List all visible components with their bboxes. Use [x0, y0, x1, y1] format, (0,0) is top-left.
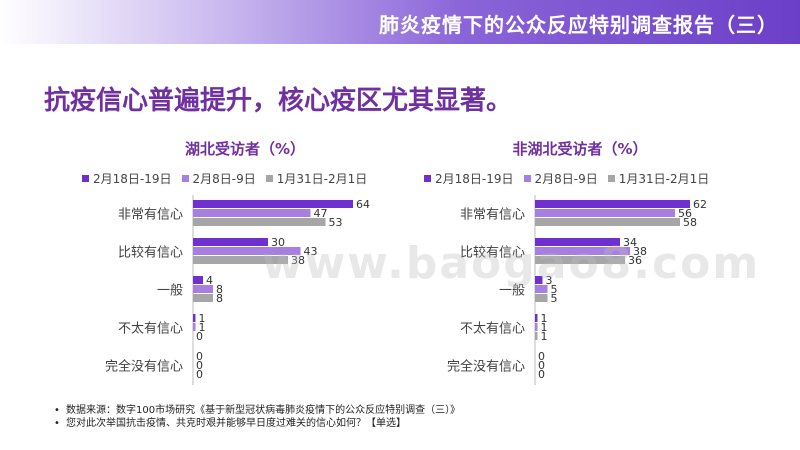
data-label: 62 [693, 198, 707, 211]
legend-label: 2月18日-19日 [435, 172, 514, 186]
data-label: 47 [314, 207, 328, 220]
data-label: 34 [623, 236, 637, 249]
data-label: 5 [551, 283, 558, 296]
legend-label: 1月31日-2月1日 [618, 172, 710, 186]
legend-item: 2月18日-19日 [82, 170, 172, 187]
bar [193, 294, 213, 302]
footnotes: • 数据来源：数字100市场研究《基于新型冠状病毒肺炎疫情下的公众反应特别调查（三… [54, 404, 460, 430]
data-label: 1 [541, 321, 548, 334]
bar [535, 332, 538, 340]
data-label: 0 [196, 359, 203, 372]
data-label: 1 [541, 330, 548, 343]
bar [535, 247, 630, 255]
watermark: www.baogao8.com [262, 238, 761, 289]
headline: 抗疫信心普遍提升，核心疫区尤其显著。 [44, 86, 513, 116]
bar [535, 276, 543, 284]
data-label: 0 [538, 368, 545, 381]
bar [535, 294, 548, 302]
legend-swatch-series-2 [607, 175, 615, 182]
data-label: 1 [199, 321, 206, 334]
bar [193, 314, 196, 322]
category-label: 完全没有信心 [447, 359, 525, 375]
legend-label: 1月31日-2月1日 [276, 172, 368, 186]
bar [193, 285, 213, 293]
bar [193, 247, 301, 255]
legend-swatch-series-2 [265, 175, 273, 182]
header-bar: 肺炎疫情下的公众反应特别调查报告（三） [0, 0, 800, 44]
bar [535, 209, 675, 217]
bar [193, 218, 326, 226]
legend-swatch-series-1 [181, 175, 189, 182]
bar [193, 323, 196, 331]
chart-title-hubei: 湖北受访者（%） [184, 140, 306, 158]
bar [535, 323, 538, 331]
bar [193, 256, 288, 264]
data-label: 30 [271, 236, 285, 249]
data-label: 38 [291, 254, 305, 267]
data-label: 0 [196, 350, 203, 363]
category-label: 不太有信心 [118, 322, 183, 337]
footnote-source: • 数据来源：数字100市场研究《基于新型冠状病毒肺炎疫情下的公众反应特别调查（三… [54, 405, 461, 416]
data-label: 4 [206, 274, 213, 287]
category-label: 不太有信心 [460, 322, 525, 337]
data-label: 1 [541, 312, 548, 325]
data-label: 36 [628, 254, 642, 267]
category-label: 完全没有信心 [105, 359, 183, 375]
bar [193, 238, 268, 246]
legend-label: 2月18日-19日 [93, 172, 172, 186]
legend-label: 2月8日-9日 [192, 172, 256, 186]
bar [535, 285, 548, 293]
bar-chart-hubei: 非常有信心644753比较有信心304338一般488不太有信心110完全没有信… [105, 195, 370, 385]
data-label: 0 [538, 350, 545, 363]
legend-hubei: 2月18日-19日 2月8日-9日 1月31日-2月1日 [82, 170, 367, 187]
data-label: 0 [538, 359, 545, 372]
legend-item: 1月31日-2月1日 [607, 170, 710, 187]
category-label: 一般 [499, 283, 525, 299]
data-label: 38 [633, 245, 647, 258]
bar [193, 209, 311, 217]
data-label: 64 [356, 198, 370, 211]
legend-label: 2月8日-9日 [534, 172, 598, 186]
bar [193, 276, 203, 284]
legend-item: 1月31日-2月1日 [265, 170, 368, 187]
legend-non-hubei: 2月18日-19日 2月8日-9日 1月31日-2月1日 [424, 170, 709, 187]
data-label: 43 [304, 245, 318, 258]
category-label: 非常有信心 [460, 208, 525, 223]
footnote-question: • 您对此次举国抗击疫情、共克时艰并能够早日度过难关的信心如何？【单选】 [54, 418, 406, 429]
bar [535, 238, 620, 246]
category-label: 一般 [157, 283, 183, 299]
bar [193, 200, 353, 208]
legend-item: 2月8日-9日 [181, 170, 256, 187]
bar [535, 314, 538, 322]
data-label: 1 [199, 312, 206, 325]
chart-title-non-hubei: 非湖北受访者（%） [512, 140, 648, 158]
legend-item: 2月18日-19日 [424, 170, 514, 187]
data-label: 8 [216, 292, 223, 305]
legend-swatch-series-0 [424, 175, 431, 182]
data-label: 0 [196, 368, 203, 381]
data-label: 58 [683, 216, 697, 229]
bar [535, 200, 690, 208]
data-label: 0 [196, 330, 203, 343]
bar [535, 218, 680, 226]
bar [535, 256, 625, 264]
bar-chart-non-hubei: 非常有信心625658比较有信心343836一般355不太有信心111完全没有信… [447, 195, 707, 385]
data-label: 8 [216, 283, 223, 296]
category-label: 比较有信心 [460, 246, 525, 261]
data-label: 5 [551, 292, 558, 305]
report-title: 肺炎疫情下的公众反应特别调查报告（三） [379, 13, 778, 37]
legend-item: 2月8日-9日 [523, 170, 598, 187]
data-label: 56 [678, 207, 692, 220]
data-label: 3 [546, 274, 553, 287]
category-label: 非常有信心 [118, 208, 183, 223]
data-label: 53 [329, 216, 343, 229]
category-label: 比较有信心 [118, 246, 183, 261]
legend-swatch-series-1 [523, 175, 531, 182]
legend-swatch-series-0 [82, 175, 89, 182]
